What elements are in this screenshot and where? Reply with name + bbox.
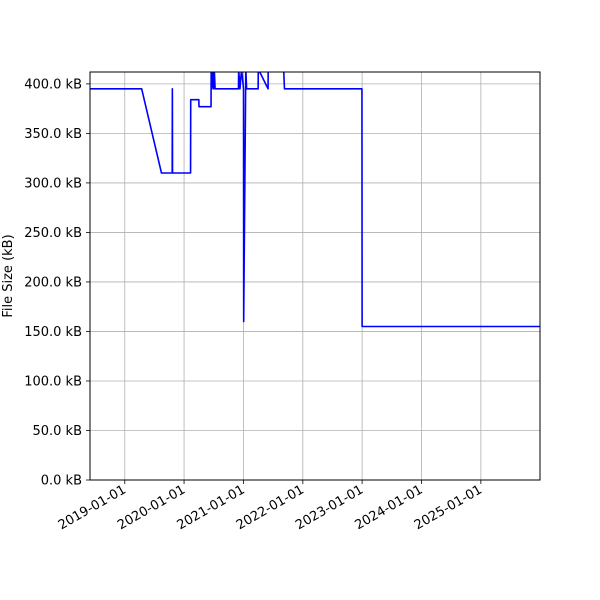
- y-tick-label: 350.0 kB: [24, 127, 82, 142]
- y-tick-label: 50.0 kB: [32, 424, 82, 439]
- plot-frame: [89, 71, 541, 481]
- y-tick-label: 150.0 kB: [24, 325, 82, 340]
- y-tick-label: 250.0 kB: [24, 226, 82, 241]
- y-tick-label: 100.0 kB: [24, 374, 82, 389]
- y-tick-label: 0.0 kB: [41, 474, 82, 489]
- y-tick-label: 400.0 kB: [24, 77, 82, 92]
- y-axis: 0.0 kB 50.0 kB 100.0 kB 150.0 kB 200.0 kB 250…: [24, 77, 90, 489]
- y-tick-label: 200.0 kB: [24, 275, 82, 290]
- grid-lines: [90, 72, 540, 481]
- y-tick-label: 300.0 kB: [24, 176, 82, 191]
- series-layer: [90, 72, 540, 328]
- series-line: [90, 72, 540, 328]
- y-axis-label: File Size (kB): [1, 234, 16, 317]
